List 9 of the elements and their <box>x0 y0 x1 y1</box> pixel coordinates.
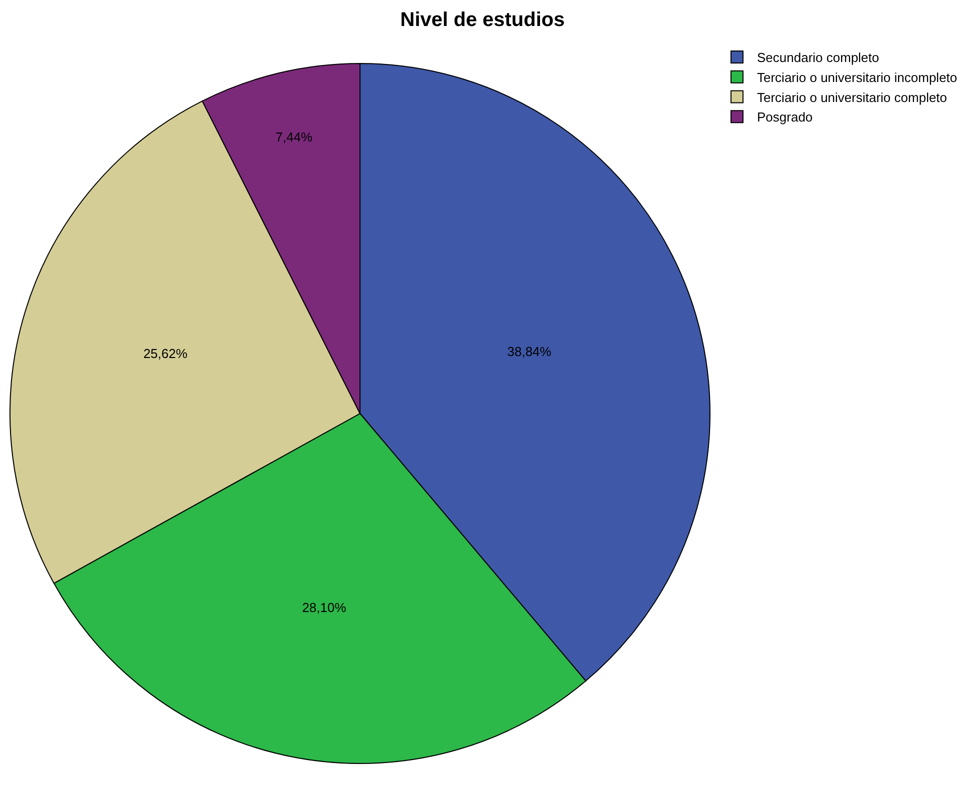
legend-label: Terciario o universitario completo <box>757 90 948 105</box>
chart-title: Nivel de estudios <box>400 8 565 31</box>
data-label: 7,44% <box>276 130 313 145</box>
data-label: 38,84% <box>507 344 552 360</box>
legend-label: Posgrado <box>757 110 813 125</box>
data-label: 25,62% <box>143 346 188 362</box>
legend-label: Terciario o universitario incompleto <box>757 70 958 85</box>
data-label: 28,10% <box>302 600 347 616</box>
legend-label: Secundario completo <box>757 50 880 66</box>
